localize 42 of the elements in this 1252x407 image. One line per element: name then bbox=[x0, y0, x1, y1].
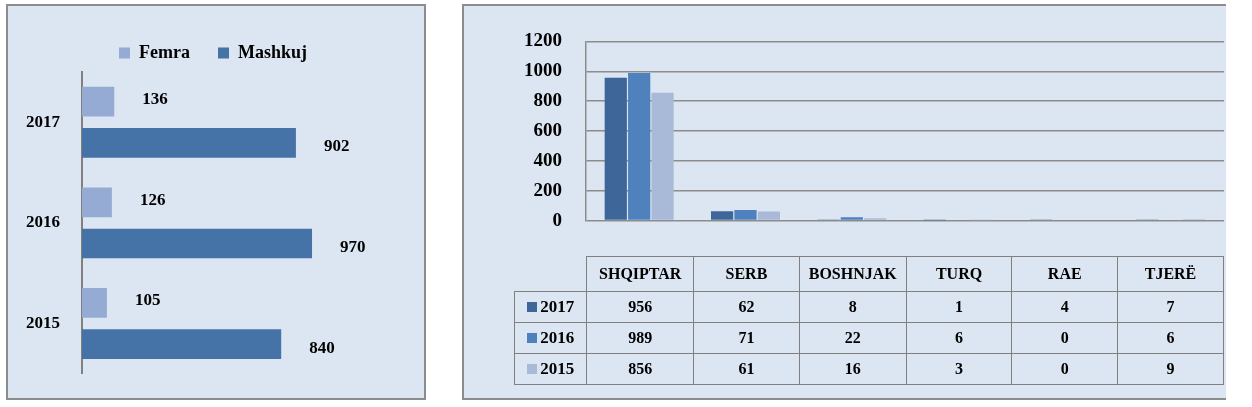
data-label: 71 bbox=[693, 322, 800, 354]
data-label: 0 bbox=[1011, 322, 1118, 354]
y-tick-label: 200 bbox=[533, 178, 562, 200]
x-tick-label: TURQ bbox=[906, 256, 1012, 292]
y-tick-label: 1000 bbox=[524, 59, 562, 81]
data-label: 61 bbox=[693, 353, 800, 385]
x-tick-label: SHQIPTAR bbox=[586, 256, 694, 292]
y-tick-label: 2016 bbox=[26, 212, 60, 232]
legend-label: Femra bbox=[139, 41, 190, 62]
data-label: 1 bbox=[906, 291, 1012, 323]
data-label: 22 bbox=[799, 322, 907, 354]
data-label: 989 bbox=[586, 322, 694, 354]
data-label: 902 bbox=[323, 136, 350, 156]
data-label: 4 bbox=[1011, 291, 1118, 323]
y-tick-label: 0 bbox=[552, 208, 562, 230]
x-tick-label: TJERË bbox=[1117, 256, 1224, 292]
x-tick-label: BOSHNJAK bbox=[799, 256, 907, 292]
data-label: 840 bbox=[309, 337, 335, 357]
data-label: 7 bbox=[1117, 291, 1224, 323]
legend-label: Mashkuj bbox=[237, 41, 307, 62]
data-label: 970 bbox=[340, 236, 366, 256]
data-label: 9 bbox=[1117, 353, 1224, 385]
y-tick-label: 2017 bbox=[26, 111, 61, 131]
y-tick-label: 800 bbox=[533, 89, 562, 111]
x-tick-label: SERB bbox=[693, 256, 800, 292]
data-label: 105 bbox=[134, 290, 161, 310]
data-label: 8 bbox=[799, 291, 907, 323]
data-label: 0 bbox=[1011, 353, 1118, 385]
y-tick-label: 1200 bbox=[524, 29, 562, 51]
data-label: 16 bbox=[799, 353, 907, 385]
data-label: 126 bbox=[139, 189, 166, 209]
data-label: 6 bbox=[906, 322, 1012, 354]
data-label: 3 bbox=[906, 353, 1012, 385]
x-tick-label: RAE bbox=[1011, 256, 1118, 292]
y-tick-label: 2015 bbox=[26, 312, 60, 332]
y-tick-label: 400 bbox=[533, 148, 562, 170]
data-label: 62 bbox=[693, 291, 800, 323]
data-label: 856 bbox=[586, 353, 694, 385]
data-label: 6 bbox=[1117, 322, 1224, 354]
data-label: 136 bbox=[142, 89, 168, 109]
y-tick-label: 600 bbox=[533, 118, 562, 140]
data-label: 956 bbox=[586, 291, 694, 323]
